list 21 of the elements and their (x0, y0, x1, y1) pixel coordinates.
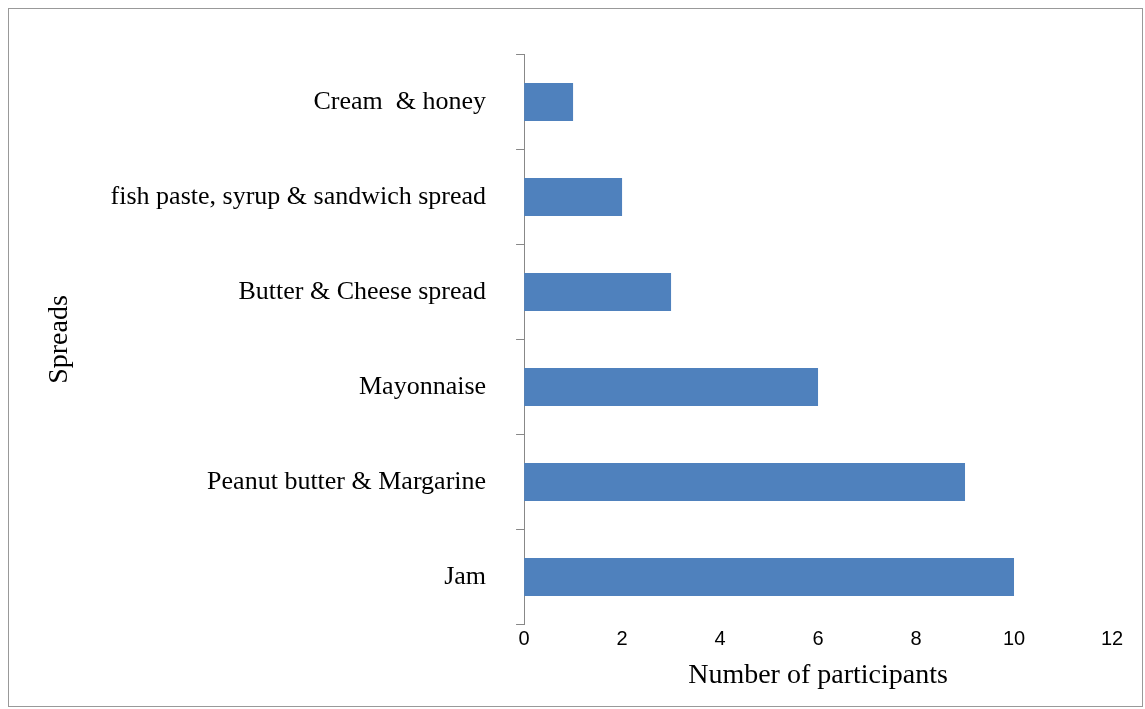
bar (524, 557, 1015, 596)
y-axis-title: Spreads (42, 295, 74, 384)
x-tick-label: 8 (910, 626, 922, 649)
y-tick-label: fish paste, syrup & sandwich spread (110, 180, 487, 210)
y-tick-label: Jam (444, 560, 487, 590)
x-tick-label: 0 (518, 626, 530, 649)
bar (524, 83, 574, 122)
bar (524, 367, 819, 406)
y-tick-label: Cream & honey (313, 85, 487, 115)
x-tick-label: 12 (1100, 626, 1124, 649)
bar (524, 273, 672, 312)
x-tick-label: 4 (714, 626, 726, 649)
y-tick-label: Mayonnaise (358, 370, 487, 400)
bar (524, 462, 966, 501)
x-tick-label: 2 (616, 626, 628, 649)
x-axis-title: Number of participants (688, 657, 948, 689)
x-tick-label: 6 (812, 626, 824, 649)
x-tick-label: 10 (1002, 626, 1026, 649)
y-tick-label: Butter & Cheese spread (238, 275, 487, 305)
y-tick-label: Peanut butter & Margarine (207, 465, 487, 495)
bar (524, 178, 623, 217)
